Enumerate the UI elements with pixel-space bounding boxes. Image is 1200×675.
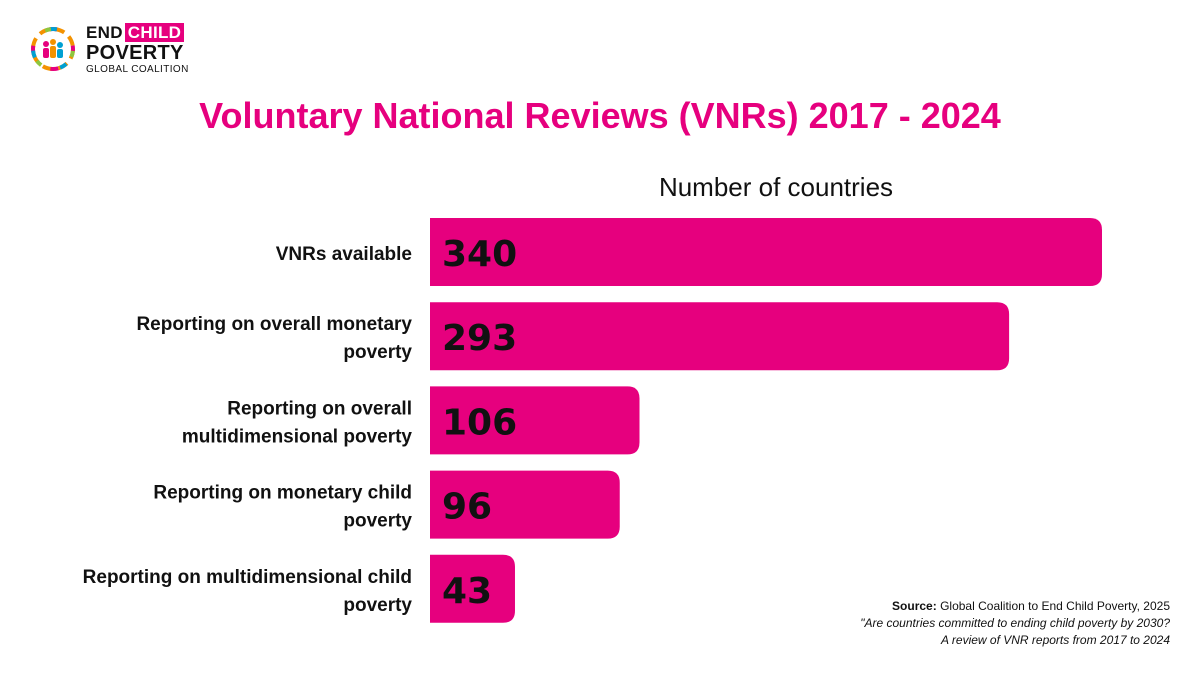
source-line2: "Are countries committed to ending child…	[860, 616, 1170, 630]
chart-subtitle: Number of countries	[658, 172, 894, 202]
data-label-3: 96	[442, 487, 492, 528]
source-label: Source:	[892, 599, 937, 613]
data-label-2: 106	[442, 402, 517, 443]
logo-highlight: CHILD	[124, 23, 185, 42]
chart-title: Voluntary National Reviews (VNRs) 2017 -…	[199, 95, 1001, 136]
bar-1	[430, 302, 1010, 371]
bar-2	[430, 386, 640, 455]
category-label-2: Reporting on overall multidimensional pov…	[182, 398, 413, 447]
coalition-ring-icon	[31, 27, 75, 71]
source-line3: A review of VNR reports from 2017 to 202…	[941, 633, 1170, 647]
data-label-1: 293	[442, 318, 517, 359]
end-child-poverty-logo: END CHILD POVERTY GLOBAL COALITION	[28, 22, 198, 78]
category-label-4: Reporting on multidimensional child pover…	[83, 567, 413, 616]
source-text: Global Coalition to End Child Poverty, 2…	[940, 599, 1170, 613]
data-label-4: 43	[442, 571, 492, 612]
bar-3	[430, 470, 620, 539]
category-label-0: VNRs available	[276, 244, 412, 265]
source-note: Source: Global Coalition to End Child Po…	[750, 598, 1170, 649]
category-label-1: Reporting on overall monetary poverty	[136, 314, 412, 363]
logo-text-line1: END CHILD	[86, 23, 185, 42]
bar-4	[430, 554, 515, 623]
bar-0	[430, 218, 1102, 286]
category-label-3: Reporting on monetary child poverty	[153, 483, 412, 532]
logo-text-line3: GLOBAL COALITION	[86, 64, 189, 75]
data-label-0: 340	[442, 234, 517, 275]
logo-text-line2: POVERTY	[86, 42, 184, 64]
